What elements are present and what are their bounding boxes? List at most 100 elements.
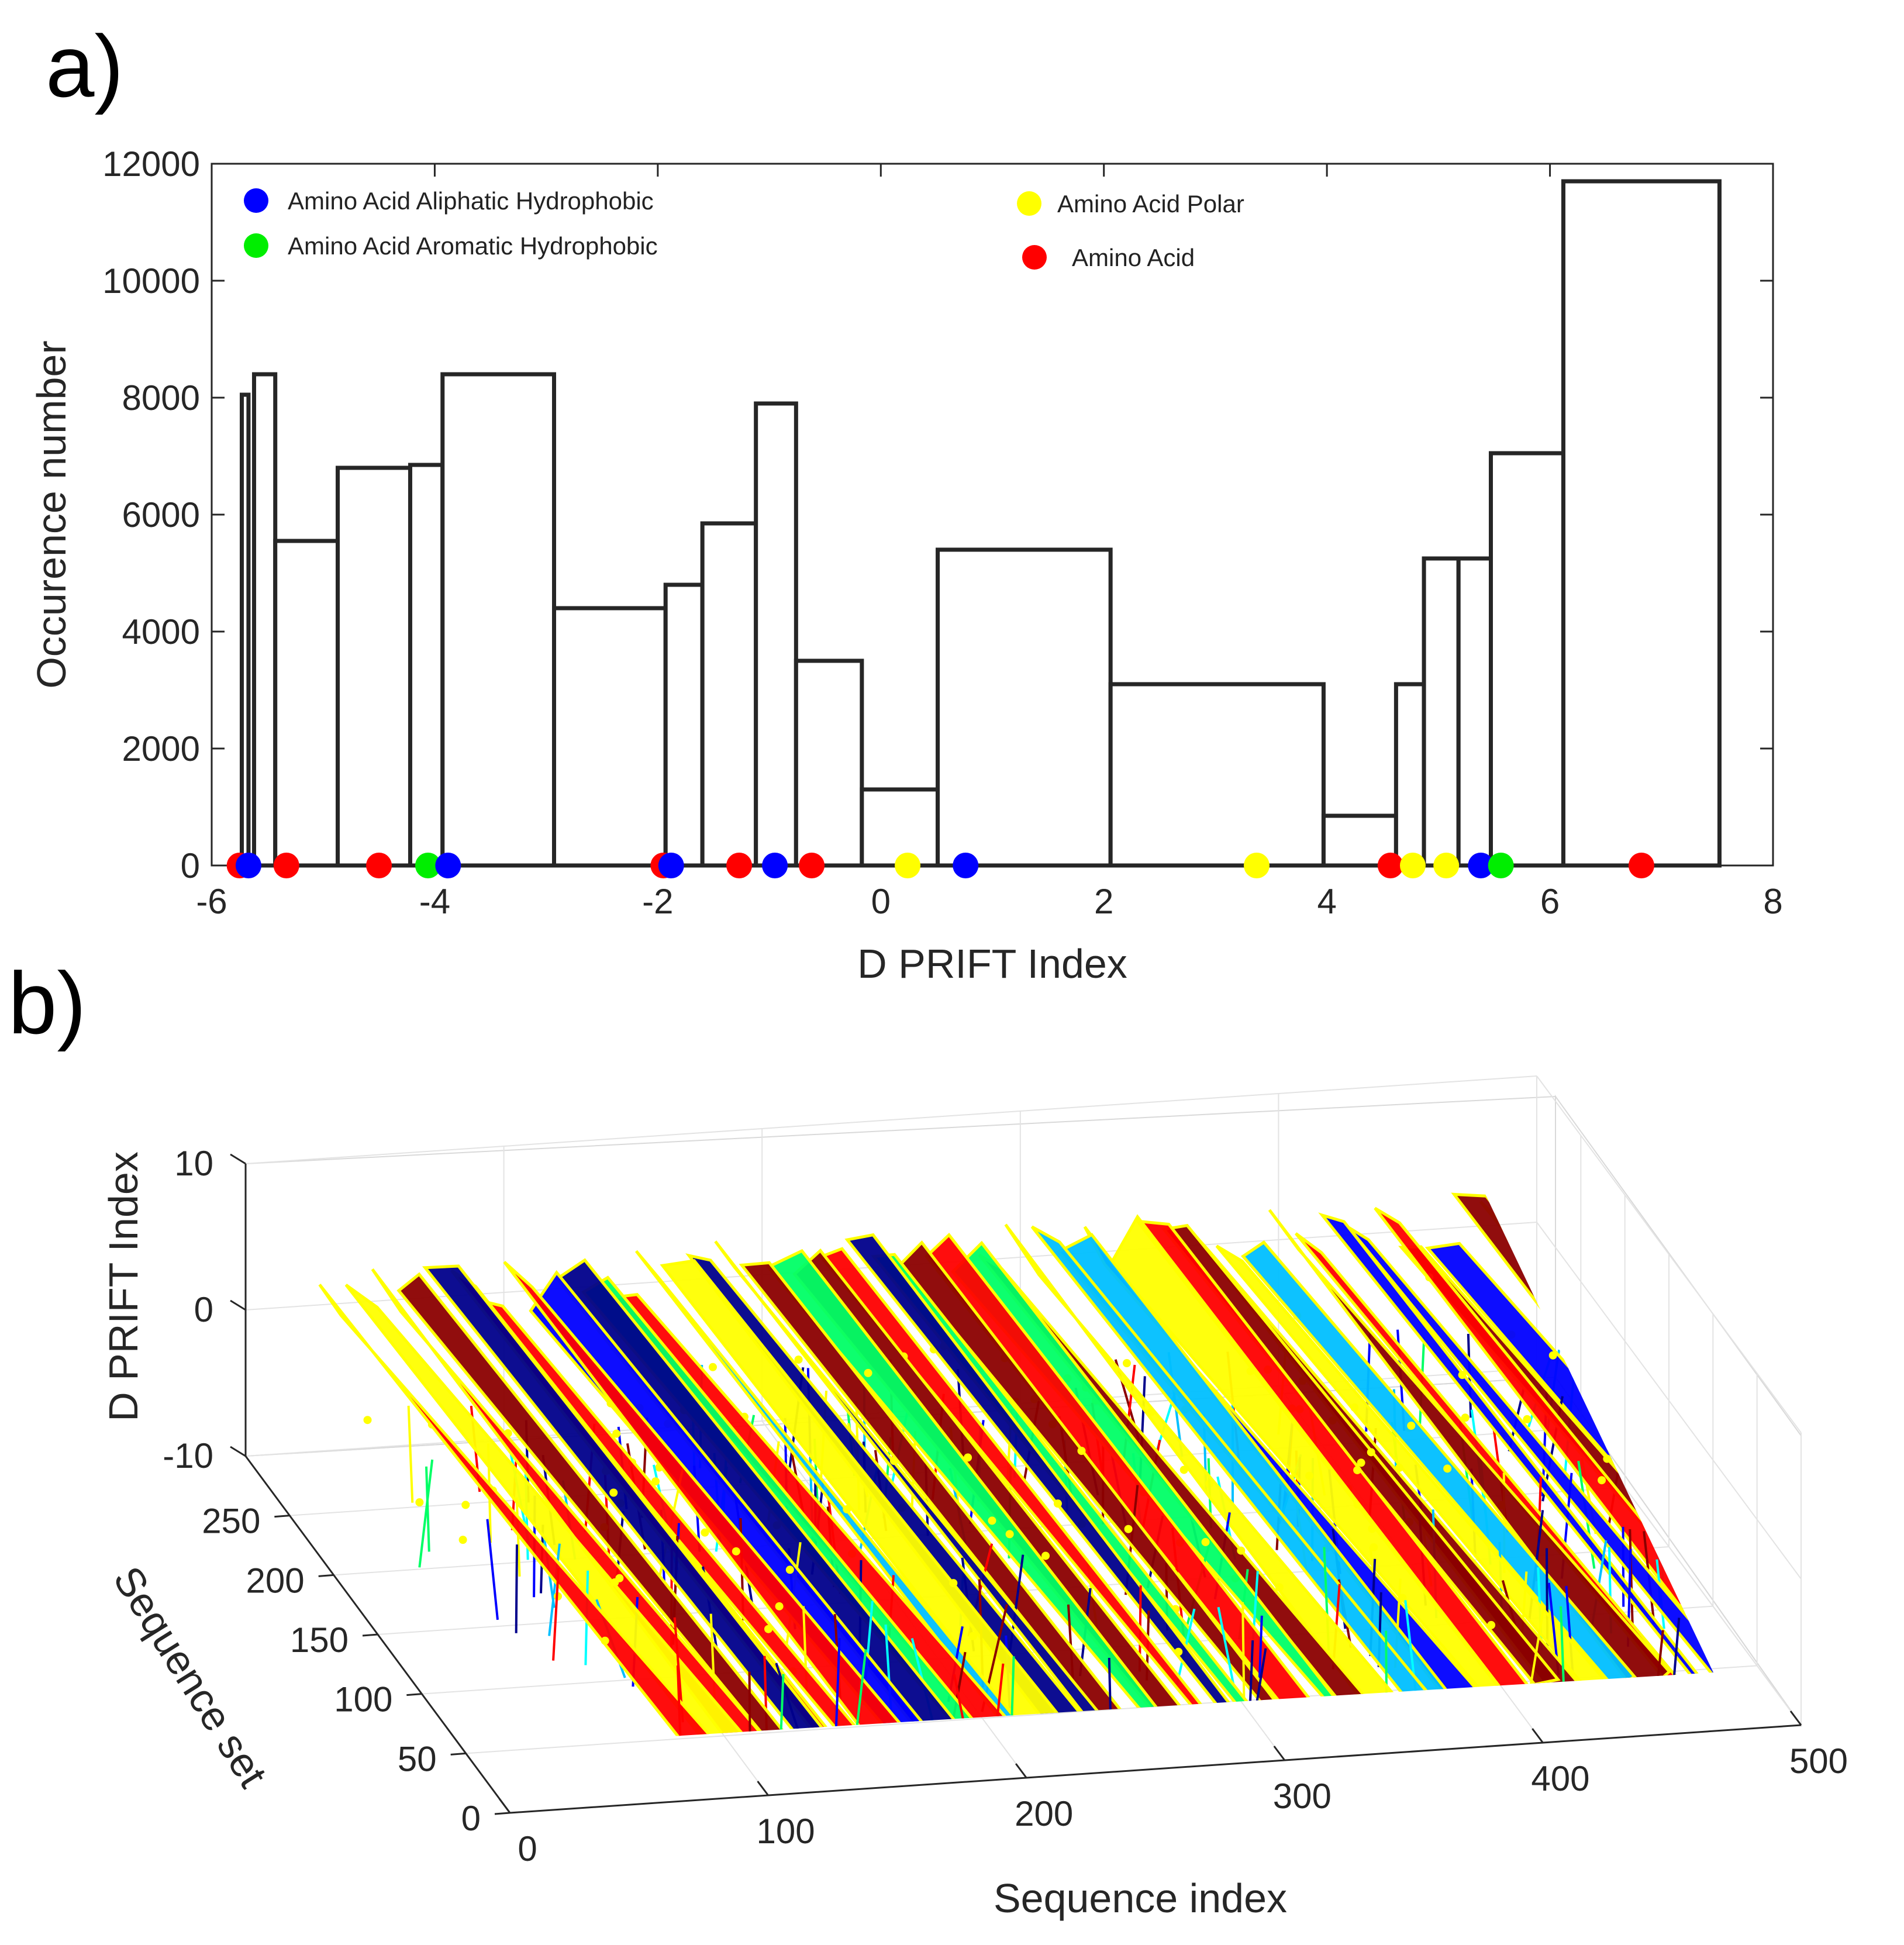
surface-point xyxy=(1772,1601,1781,1609)
surface-streak xyxy=(1712,1507,1713,1584)
legend-label-polar: Amino Acid Polar xyxy=(1057,190,1244,218)
y-tick-mark-b xyxy=(450,1752,466,1756)
histogram-bin-7 xyxy=(663,582,705,868)
x-tick-label-b: 500 xyxy=(1789,1741,1848,1781)
surface-point xyxy=(764,1625,773,1633)
histogram-bin-11 xyxy=(860,787,940,868)
x-tick-label-b: 100 xyxy=(757,1812,815,1851)
surface-streak xyxy=(548,1543,561,1636)
x-tick-mark-b xyxy=(1789,1711,1802,1726)
legend-label-amino-acid: Amino Acid xyxy=(1072,244,1195,271)
surface-streak xyxy=(486,1519,499,1620)
marker-point-19 xyxy=(1628,853,1654,878)
marker-point-16 xyxy=(1433,853,1460,878)
y-tick-label-a: 10000 xyxy=(102,261,200,301)
surface-streak xyxy=(834,1638,841,1738)
surface-point xyxy=(1367,1448,1375,1457)
surface-point xyxy=(458,1536,467,1544)
surface-sheet-39 xyxy=(1347,1226,1713,1685)
y-tick-mark-b xyxy=(406,1693,422,1696)
surface-point xyxy=(1053,1499,1062,1508)
surface-sheet-36 xyxy=(1268,1209,1672,1701)
x-tick-mark-b xyxy=(1273,1746,1286,1761)
x-tick-label-b: 0 xyxy=(518,1829,537,1868)
z-tick-mark-b xyxy=(230,1153,246,1165)
surface-streak xyxy=(1810,1525,1814,1632)
surface-point xyxy=(1689,1500,1698,1509)
surface-sheet-35 xyxy=(1240,1240,1637,1689)
y-tick-mark-b xyxy=(318,1574,334,1577)
x-tick-label-a: -2 xyxy=(642,882,673,921)
surface-point xyxy=(1705,1563,1713,1571)
histogram-bin-6 xyxy=(551,606,668,868)
grid-line-z-back xyxy=(245,1075,1537,1164)
surface-point xyxy=(1458,1371,1467,1380)
x-tick-label-a: 6 xyxy=(1540,882,1560,921)
surface-point xyxy=(889,1457,898,1465)
surface-point xyxy=(1603,1454,1612,1463)
x-axis-a: -6 -4 -2 0 2 4 6 8 xyxy=(196,164,1783,921)
marker-point-12 xyxy=(953,853,979,878)
marker-point-3 xyxy=(366,853,392,878)
surface-point xyxy=(1201,1537,1210,1546)
surface-point xyxy=(1077,1447,1086,1456)
surface-point xyxy=(1696,1608,1705,1616)
surface-point xyxy=(1395,1463,1403,1472)
legend-marker-amino-acid xyxy=(1022,245,1047,270)
surface-point xyxy=(1407,1422,1416,1430)
surface-streak xyxy=(1836,1622,1840,1694)
y-tick-label-a: 0 xyxy=(181,846,200,885)
x-axis-title-b: Sequence index xyxy=(994,1875,1287,1921)
y-tick-label-b: 250 xyxy=(202,1502,260,1541)
surface-point xyxy=(415,1498,424,1507)
panel-label-a: a) xyxy=(46,17,124,115)
marker-point-5 xyxy=(435,853,461,878)
histogram-bin-9 xyxy=(754,401,798,868)
histogram-bin-8 xyxy=(700,521,758,868)
y-tick-label-a: 12000 xyxy=(102,144,200,184)
histogram-bin-18 xyxy=(1488,451,1565,868)
histogram-bin-12 xyxy=(936,547,1113,868)
surface-point xyxy=(864,1368,872,1377)
x-axis-line-b xyxy=(509,1724,1802,1814)
legend-label-aliphatic: Amino Acid Aliphatic Hydrophobic xyxy=(288,187,654,215)
surface-point xyxy=(732,1547,740,1556)
y-tick-mark-b xyxy=(494,1812,511,1815)
marker-point-4 xyxy=(415,853,441,878)
histogram-bars xyxy=(239,179,1722,868)
surface-point xyxy=(461,1501,470,1509)
x-tick-mark-b xyxy=(1532,1728,1544,1743)
surface-streak xyxy=(1629,1529,1634,1629)
z-axis-title-b: D PRIFT Index xyxy=(101,1151,146,1422)
surface-point xyxy=(1305,1471,1314,1480)
surface-point xyxy=(1868,1599,1877,1607)
histogram-bin-15 xyxy=(1393,682,1426,868)
x-tick-label-a: 4 xyxy=(1317,882,1336,921)
z-tick-label-b: -10 xyxy=(163,1436,213,1475)
surface-point xyxy=(1752,1578,1760,1587)
x-tick-mark-b xyxy=(498,1798,511,1813)
z-tick-label-b: 0 xyxy=(194,1290,213,1329)
z-tick-mark-b xyxy=(230,1446,246,1457)
grid-line-z-side xyxy=(1536,1075,1802,1433)
x-tick-label-a: -4 xyxy=(419,882,450,921)
amino-acid-markers xyxy=(226,853,1654,878)
surface-streak xyxy=(407,1405,414,1503)
surface-point xyxy=(1487,1620,1496,1629)
marker-point-1 xyxy=(235,853,261,878)
y-tick-label-a: 6000 xyxy=(122,495,200,534)
z-tick-mark-b xyxy=(230,1299,246,1311)
y-tick-label-b: 0 xyxy=(461,1799,481,1838)
surface-point xyxy=(601,1636,609,1645)
surface-point xyxy=(1695,1546,1704,1554)
surface-point xyxy=(610,1578,619,1587)
histogram-bin-13 xyxy=(1108,682,1326,868)
y-tick-label-a: 4000 xyxy=(122,612,200,651)
histogram-bin-4 xyxy=(408,463,445,868)
surface-streak xyxy=(854,1649,867,1736)
y-tick-label-b: 150 xyxy=(290,1620,349,1660)
surface-point xyxy=(651,1477,660,1486)
sequence-sheets xyxy=(318,1192,1877,1749)
